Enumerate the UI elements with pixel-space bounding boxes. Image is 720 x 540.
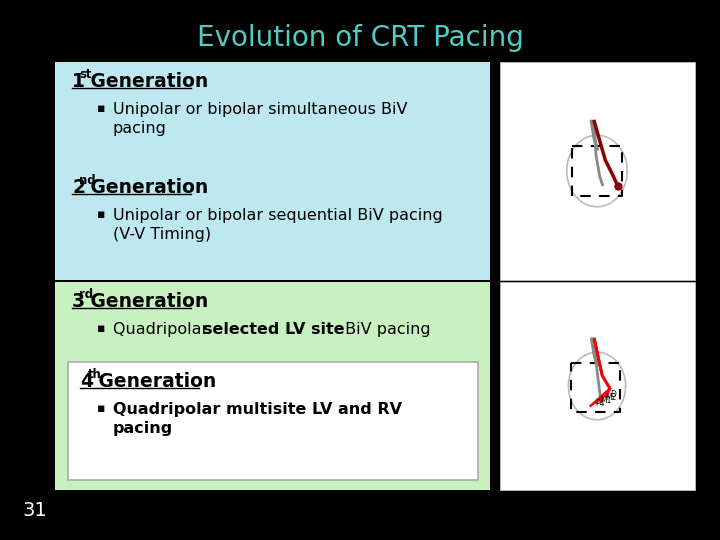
Text: Unipolar or bipolar simultaneous BiV
pacing: Unipolar or bipolar simultaneous BiV pac… — [113, 102, 408, 136]
Bar — [55, 282, 490, 490]
Bar — [500, 62, 695, 280]
Text: D: D — [611, 390, 616, 399]
Text: st: st — [79, 68, 92, 81]
Text: Evolution of CRT Pacing: Evolution of CRT Pacing — [197, 24, 523, 52]
Text: 3: 3 — [72, 292, 85, 311]
Text: Generation: Generation — [84, 72, 208, 91]
Text: M1: M1 — [600, 396, 611, 405]
Text: Generation: Generation — [84, 178, 208, 197]
Text: nd: nd — [79, 174, 96, 187]
Text: rd: rd — [79, 288, 94, 301]
Text: 2: 2 — [72, 178, 85, 197]
Bar — [55, 62, 490, 280]
Text: M2: M2 — [605, 393, 616, 402]
Text: ▪: ▪ — [97, 402, 106, 415]
Text: 31: 31 — [22, 501, 47, 520]
Text: th: th — [87, 368, 102, 381]
Text: ▪: ▪ — [97, 322, 106, 335]
Text: Unipolar or bipolar sequential BiV pacing
(V-V Timing): Unipolar or bipolar sequential BiV pacin… — [113, 208, 443, 242]
Text: ▪: ▪ — [97, 102, 106, 115]
Text: ▪: ▪ — [97, 208, 106, 221]
Text: selected LV site: selected LV site — [203, 322, 345, 337]
Text: Quadripolar multisite LV and RV
pacing: Quadripolar multisite LV and RV pacing — [113, 402, 402, 436]
Text: Generation: Generation — [84, 292, 208, 311]
Text: BiV pacing: BiV pacing — [340, 322, 431, 337]
Text: Generation: Generation — [92, 372, 217, 391]
Text: P4: P4 — [595, 399, 604, 408]
Text: 1: 1 — [72, 72, 85, 91]
Text: Quadripolar: Quadripolar — [113, 322, 213, 337]
Bar — [500, 282, 695, 490]
Bar — [68, 362, 478, 480]
Text: 4: 4 — [80, 372, 93, 391]
